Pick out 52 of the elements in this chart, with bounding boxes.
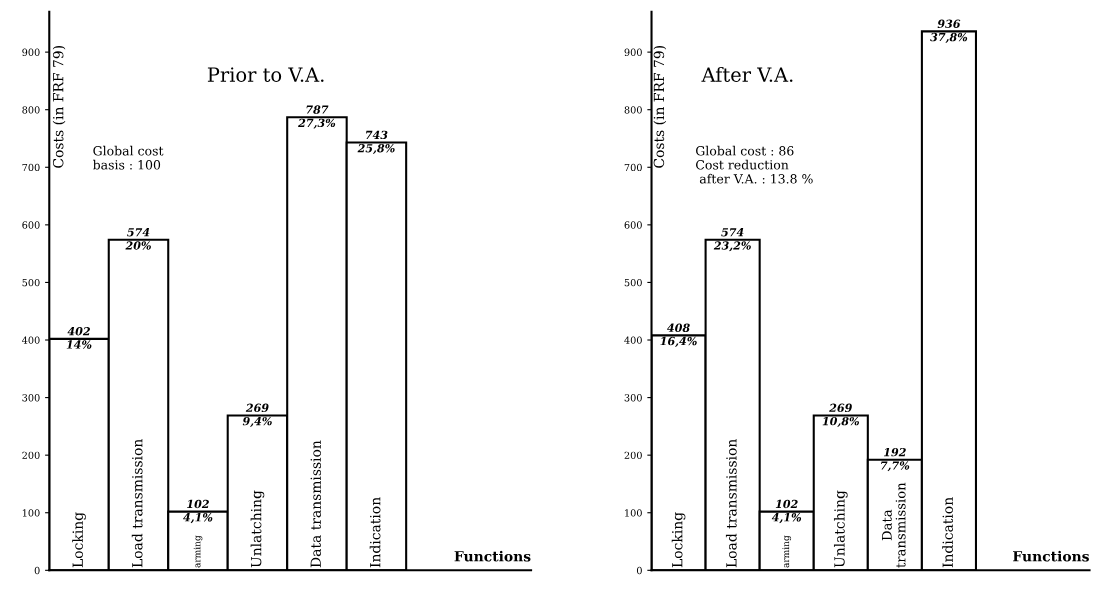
y-tick-label: 0 — [34, 566, 40, 575]
x-tick-label: Indication — [369, 497, 381, 568]
y-tick-label: 500 — [624, 278, 642, 287]
y-tick-label: 100 — [625, 509, 642, 517]
x-tick-label: Load transmission — [725, 439, 737, 568]
y-tick-label: 100 — [22, 509, 40, 517]
annotation: Global cost basis : 100 — [93, 145, 164, 170]
y-tick-label: 800 — [22, 106, 40, 114]
x-tick-label: Unlatching — [250, 490, 265, 568]
y-tick-label: 400 — [624, 336, 642, 344]
data-label: 574 23,2% — [713, 228, 751, 252]
y-axis-title: Costs (in FRF 79) — [52, 46, 66, 168]
x-tick-label: Data transmission — [881, 482, 906, 568]
y-tick-label: 700 — [22, 163, 40, 172]
y-tick-label: 600 — [624, 221, 642, 229]
data-label: 408 16,4% — [660, 323, 697, 347]
x-tick-label: Unlatching — [833, 490, 848, 568]
x-axis-title: Functions — [1013, 550, 1089, 562]
text: After V.A. — [701, 66, 793, 82]
data-label: 269 10,8% — [822, 403, 859, 427]
data-label: 402 14% — [66, 327, 92, 349]
y-tick-label: 200 — [22, 451, 40, 459]
text: Prior to V.A. — [207, 67, 324, 82]
annotation: Global cost : 86 Cost reduction after V.A. : 13.8 % — [696, 145, 813, 184]
data-label: 743 25,8% — [357, 130, 395, 155]
x-tick-label: Locking — [671, 512, 686, 568]
x-tick-label: arming — [782, 535, 792, 568]
x-tick-label: Locking — [72, 512, 86, 568]
y-tick-label: 300 — [624, 394, 642, 402]
y-tick-label: 900 — [22, 48, 40, 56]
data-label: 574 20% — [125, 228, 151, 250]
y-tick-label: 700 — [624, 163, 642, 172]
x-tick-label: Data transmission — [310, 440, 321, 568]
y-tick-label: 0 — [636, 566, 642, 575]
y-tick-label: 800 — [624, 106, 642, 114]
y-axis-title: Costs (in FRF 79) — [653, 46, 667, 168]
data-label: 102 4,1% — [771, 499, 802, 524]
y-tick-label: 900 — [624, 48, 642, 56]
y-tick-label: 500 — [22, 278, 40, 287]
data-label: 269 9,4% — [242, 403, 272, 427]
x-tick-label: Load transmission — [131, 439, 143, 568]
data-label: 192 7,7% — [881, 447, 910, 472]
data-label: 787 27,3% — [298, 105, 336, 129]
y-tick-label: 400 — [21, 336, 40, 344]
y-tick-label: 300 — [22, 394, 40, 402]
y-tick-label: 200 — [624, 451, 642, 459]
x-tick-label: arming — [193, 535, 203, 568]
data-label: 102 4,1% — [183, 499, 213, 524]
data-label: 936 37,8% — [930, 19, 968, 43]
y-tick-label: 600 — [22, 221, 40, 229]
x-axis-title: Functions — [454, 550, 531, 562]
x-tick-label: Indication — [942, 497, 953, 568]
